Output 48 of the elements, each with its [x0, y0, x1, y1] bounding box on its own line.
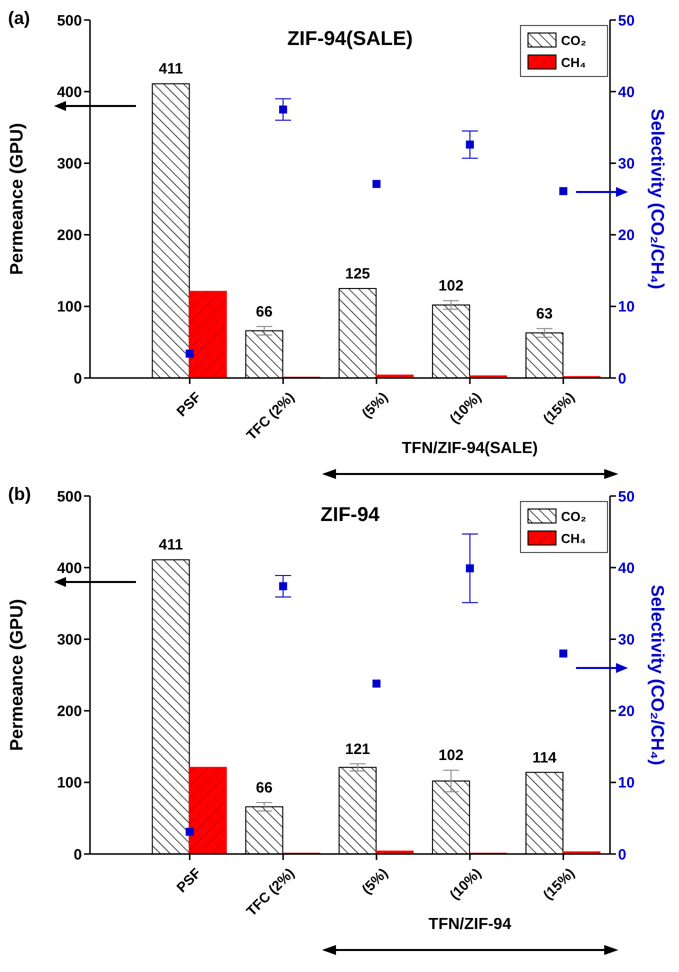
data-label: 102 [438, 747, 464, 764]
y-tick-label: 400 [56, 560, 82, 577]
y2-tick-label: 50 [618, 12, 635, 30]
data-label: 411 [158, 536, 183, 554]
text: (b) [8, 484, 31, 506]
data-label: 63 [536, 306, 553, 323]
y2-tick-label: 20 [618, 703, 635, 720]
data-label: 102 [438, 278, 464, 295]
chart-title: ZIF-94(SALE) [287, 28, 413, 50]
y2-tick-label: 0 [618, 370, 626, 388]
y-tick-label: 100 [56, 298, 82, 316]
y-tick-label: 200 [56, 227, 82, 244]
y-tick-label: 200 [56, 703, 82, 720]
y-tick-label: 300 [56, 156, 82, 173]
legend-label: CH₄ [561, 530, 586, 546]
data-label: 121 [345, 740, 370, 758]
y2-tick-label: 50 [618, 488, 635, 506]
text: TFN/ZIF-94 [428, 916, 512, 934]
y-tick-label: 400 [56, 84, 82, 101]
y2-tick-label: 10 [618, 298, 635, 316]
y-tick-label: 300 [56, 632, 82, 649]
y-axis-title: Permeance (GPU) [6, 122, 26, 276]
y2-tick-label: 0 [618, 846, 626, 864]
y-axis-title: Permeance (GPU) [6, 598, 26, 752]
y-tick-label: 0 [74, 370, 82, 388]
data-label: 125 [345, 266, 370, 282]
data-label: 411 [158, 60, 183, 78]
y2-axis-title: Selectivity (CO₂/CH₄) [648, 584, 668, 766]
y2-tick-label: 30 [618, 156, 635, 173]
y2-tick-label: 40 [618, 560, 635, 577]
data-label: 114 [532, 749, 558, 766]
y-tick-label: 500 [56, 488, 82, 506]
text: TFN/ZIF-94(SALE) [400, 440, 539, 458]
y-tick-label: 500 [56, 12, 82, 30]
y2-tick-label: 20 [618, 227, 635, 244]
y2-tick-label: 30 [618, 632, 635, 649]
legend-label: CO₂ [561, 508, 586, 524]
legend-label: CH₄ [561, 54, 586, 70]
chart-title: ZIF-94 [320, 504, 380, 526]
text: (a) [8, 8, 30, 30]
y2-axis-title: Selectivity (CO₂/CH₄) [648, 108, 668, 290]
legend-label: CO₂ [561, 32, 586, 48]
y2-tick-label: 40 [618, 84, 635, 101]
data-label: 66 [256, 779, 273, 796]
y-tick-label: 100 [56, 774, 82, 792]
y-tick-label: 0 [74, 846, 82, 864]
y2-tick-label: 10 [618, 774, 635, 792]
data-label: 66 [256, 303, 273, 320]
